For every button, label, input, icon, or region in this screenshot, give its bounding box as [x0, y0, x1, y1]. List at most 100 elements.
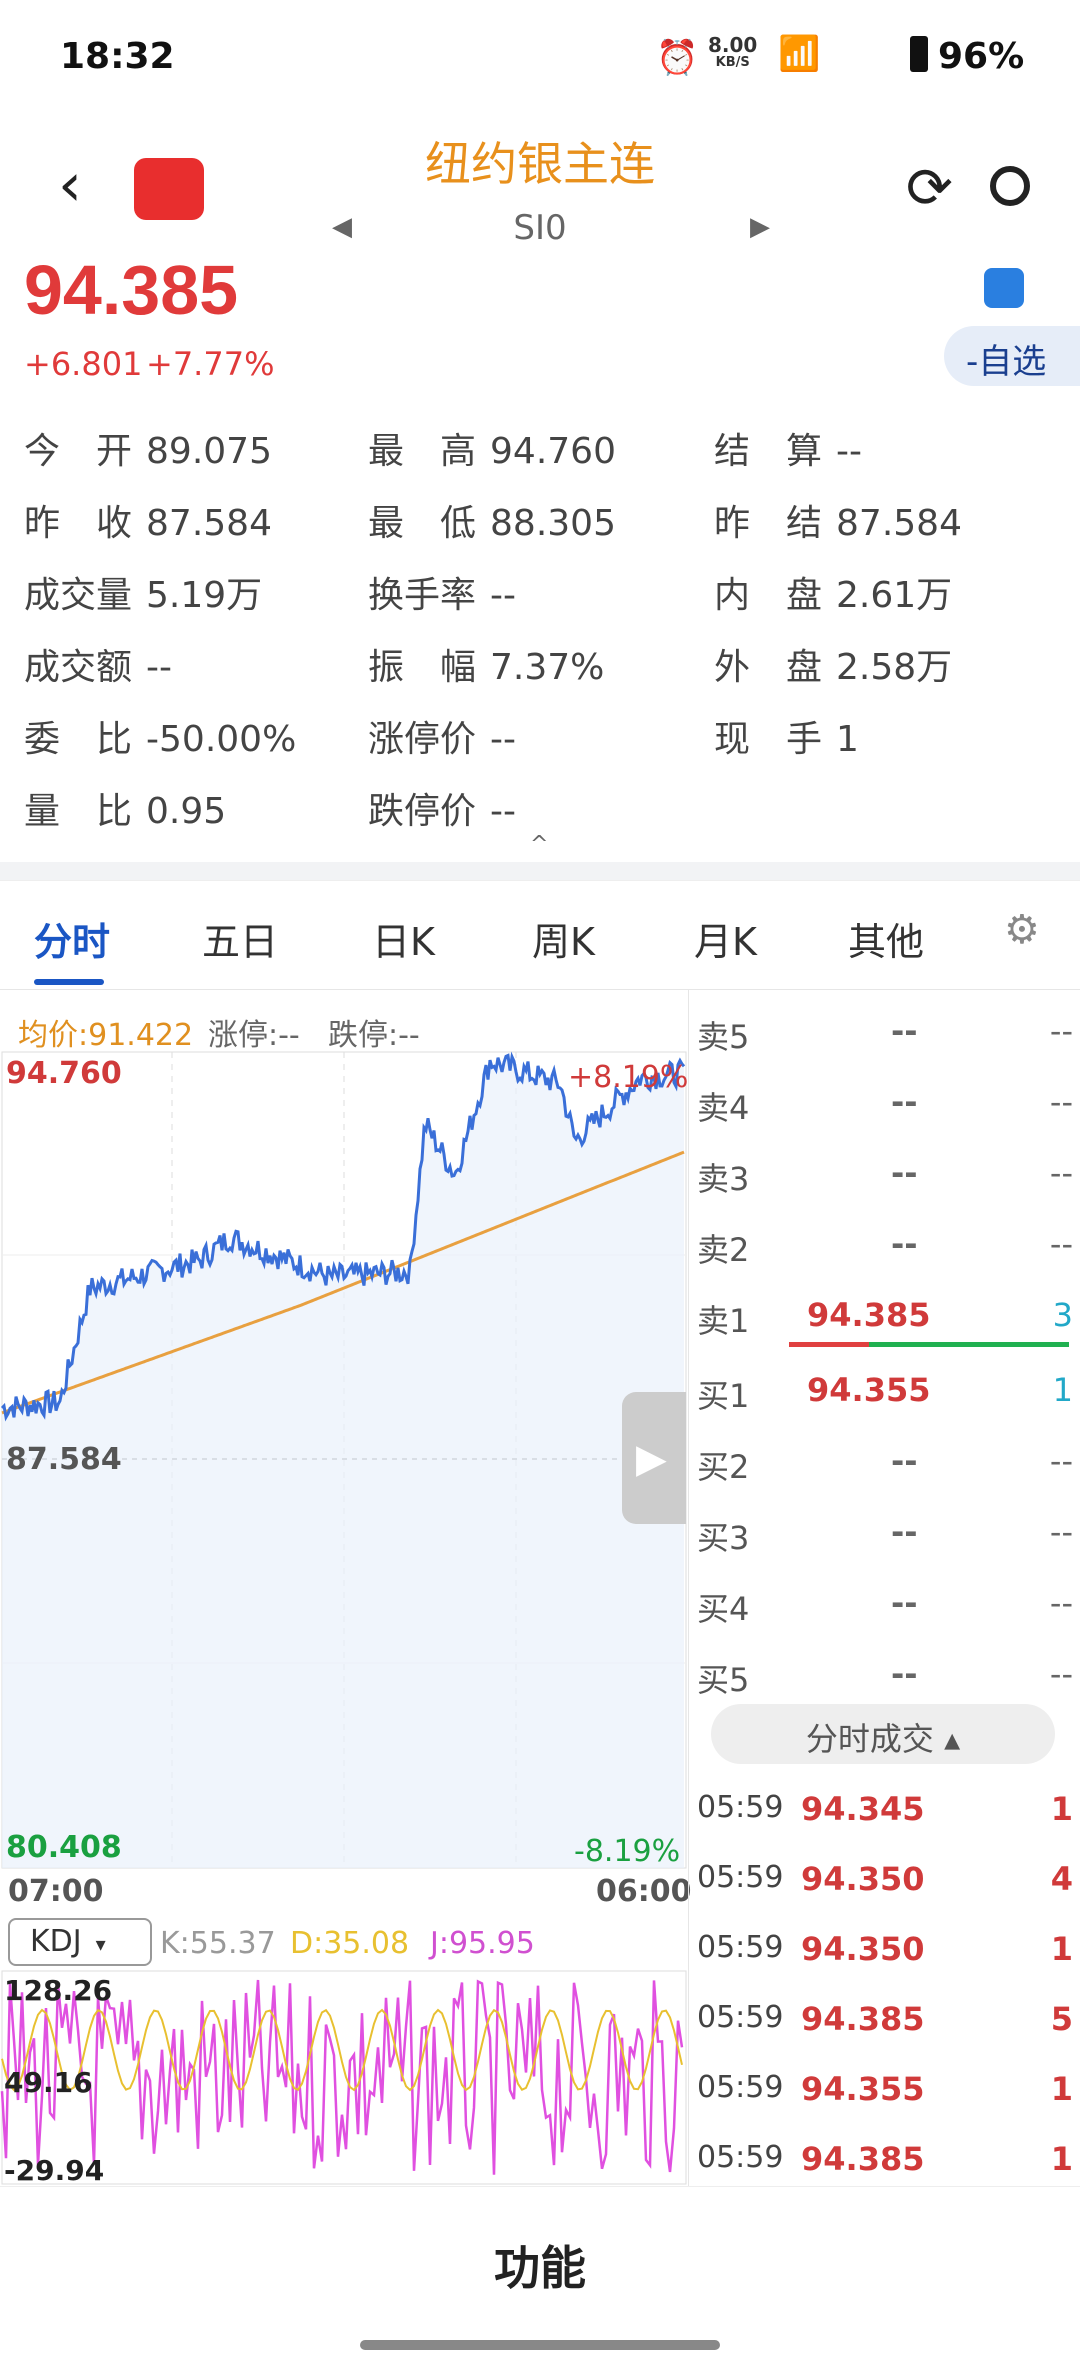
- trade-volume: 4: [1050, 1860, 1073, 1898]
- time-end: 06:00: [596, 1874, 692, 1909]
- stat-label: 今 开: [24, 431, 133, 472]
- stat-label: 跌停价: [368, 791, 477, 832]
- tab-0[interactable]: 分时: [34, 920, 111, 964]
- trades-label: 分时成交: [805, 1720, 934, 1758]
- stat-value: 2.61万: [836, 575, 953, 616]
- collapse-icon[interactable]: ^: [530, 832, 549, 857]
- speed-value: 8.00: [708, 33, 758, 57]
- order-level: 买1: [697, 1377, 750, 1415]
- expand-panel-button[interactable]: ▶: [622, 1392, 686, 1524]
- order-price: --: [891, 1154, 918, 1192]
- stat-label: 最 低: [368, 503, 477, 544]
- back-button[interactable]: ‹: [58, 150, 82, 220]
- stat-item: 昨 结 87.584: [714, 494, 962, 546]
- trade-price: 94.350: [801, 1930, 925, 1968]
- axis-base: 87.584: [6, 1442, 122, 1477]
- tab-2[interactable]: 日K: [372, 920, 435, 964]
- alarm-icon: ⏰: [656, 38, 699, 78]
- trades-toggle[interactable]: 分时成交 ▴: [711, 1704, 1055, 1764]
- order-level: 买4: [697, 1590, 750, 1628]
- order-price: --: [891, 1513, 918, 1551]
- order-price: --: [891, 1012, 918, 1050]
- stat-item: 现 手 1: [714, 710, 859, 762]
- trade-volume: 1: [1050, 1930, 1073, 1968]
- kdj-mid: 49.16: [4, 2066, 93, 2099]
- next-arrow[interactable]: ▶: [750, 212, 770, 242]
- kdj-max: 128.26: [4, 1974, 113, 2007]
- stat-label: 量 比: [24, 791, 133, 832]
- order-volume: --: [1049, 1154, 1073, 1192]
- home-indicator[interactable]: [360, 2340, 720, 2350]
- trade-price: 94.385: [801, 2000, 925, 2038]
- price-area: [2, 1055, 684, 1868]
- order-volume: --: [1049, 1655, 1073, 1693]
- tab-1[interactable]: 五日: [202, 920, 279, 964]
- stat-label: 涨停价: [368, 719, 477, 760]
- symbol-code: SI0: [513, 208, 567, 248]
- tab-5[interactable]: 其他: [848, 920, 925, 964]
- active-tab-indicator: [34, 979, 104, 985]
- tab-3[interactable]: 周K: [532, 920, 595, 964]
- order-level: 卖2: [697, 1231, 750, 1269]
- stat-label: 成交额: [24, 647, 133, 688]
- refresh-icon[interactable]: ⟳: [906, 156, 953, 221]
- stat-label: 委 比: [24, 719, 133, 760]
- battery-icon: [910, 36, 928, 72]
- order-price: --: [891, 1225, 918, 1263]
- stat-item: 结 算 --: [714, 422, 862, 474]
- kdj-k: K:55.37: [160, 1926, 276, 1961]
- stat-item: 换手率 --: [368, 566, 516, 618]
- order-level: 买2: [697, 1448, 750, 1486]
- stat-value: 7.37%: [490, 647, 605, 688]
- indicator-select[interactable]: KDJ ▾: [8, 1918, 152, 1966]
- kdj-d: D:35.08: [290, 1926, 410, 1961]
- stat-item: 最 低 88.305: [368, 494, 616, 546]
- kdj-j-line: [0, 1979, 684, 2175]
- speed-unit: KB/S: [715, 55, 750, 70]
- order-volume: --: [1049, 1083, 1073, 1121]
- stat-value: 5.19万: [146, 575, 263, 616]
- trade-time: 05:59: [697, 1930, 784, 1965]
- stat-label: 换手率: [368, 575, 477, 616]
- page-title: 纽约银主连: [425, 137, 655, 191]
- function-button[interactable]: 功能: [494, 2241, 586, 2295]
- order-level: 卖5: [697, 1018, 750, 1056]
- stat-value: 88.305: [490, 503, 616, 544]
- order-level: 卖1: [697, 1302, 750, 1340]
- settings-icon[interactable]: ⚙: [1004, 907, 1040, 953]
- prev-arrow[interactable]: ◀: [332, 212, 352, 242]
- buy-bar: [869, 1342, 1069, 1347]
- intraday-chart[interactable]: [0, 1050, 688, 1870]
- stat-item: 量 比 0.95: [24, 782, 226, 834]
- order-price: --: [891, 1584, 918, 1622]
- order-volume: 1: [1052, 1371, 1073, 1409]
- stat-item: 跌停价 --: [368, 782, 516, 834]
- stat-label: 外 盘: [714, 647, 823, 688]
- stat-label: 成交量: [24, 575, 133, 616]
- stat-label: 最 高: [368, 431, 477, 472]
- stat-item: 成交量 5.19万: [24, 566, 262, 618]
- wifi-icon: 📶: [778, 34, 821, 74]
- stat-value: -50.00%: [146, 719, 297, 760]
- axis-high: 94.760: [6, 1056, 122, 1091]
- trade-volume: 1: [1050, 2140, 1073, 2178]
- order-volume: --: [1049, 1012, 1073, 1050]
- stat-value: --: [490, 791, 516, 832]
- stat-item: 成交额 --: [24, 638, 172, 690]
- stat-label: 现 手: [714, 719, 823, 760]
- axis-low-pct: -8.19%: [574, 1834, 681, 1869]
- trade-time: 05:59: [697, 2070, 784, 2105]
- stat-label: 结 算: [714, 431, 823, 472]
- net-speed: 8.00 KB/S: [708, 33, 758, 72]
- tab-4[interactable]: 月K: [694, 920, 757, 964]
- order-volume: --: [1049, 1442, 1073, 1480]
- search-icon[interactable]: [990, 166, 1030, 206]
- watchlist-button[interactable]: -自选: [944, 326, 1080, 386]
- price-line: [0, 1051, 686, 1422]
- globe-icon[interactable]: [984, 268, 1024, 308]
- avg-price: 均价:91.422: [18, 1018, 194, 1053]
- chart-tabs: 分时 五日 日K 周K 月K 其他 ⚙: [0, 880, 1080, 990]
- trade-volume: 5: [1050, 2000, 1073, 2038]
- indicator-select-value: KDJ: [30, 1924, 82, 1959]
- divider: [0, 862, 1080, 880]
